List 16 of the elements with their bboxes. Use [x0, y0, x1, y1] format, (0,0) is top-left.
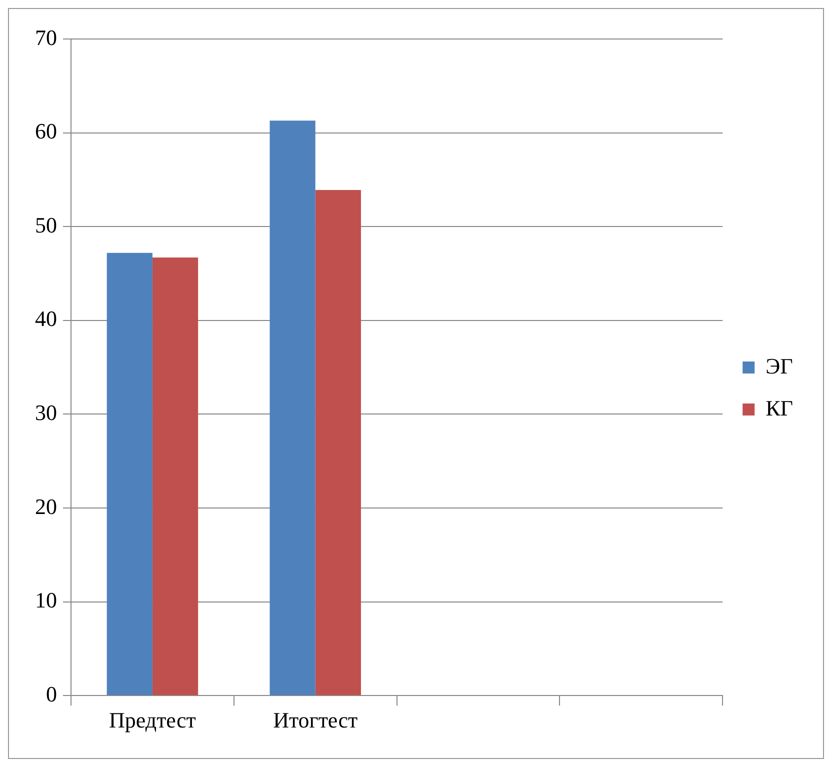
y-tick-label: 20 [35, 494, 57, 519]
y-tick-label: 70 [35, 24, 57, 50]
y-tick-label: 10 [35, 588, 57, 613]
legend-label: ЭГ [766, 353, 794, 378]
y-tick-label: 50 [35, 212, 57, 238]
bar [270, 120, 316, 696]
bar [152, 258, 198, 696]
legend-label: КГ [766, 395, 794, 420]
y-tick-label: 60 [35, 118, 57, 144]
y-tick-label: 40 [35, 306, 57, 332]
x-tick-label: Итогтест [273, 708, 358, 733]
y-tick-label: 30 [35, 400, 57, 425]
bar [315, 190, 361, 696]
x-tick-label: Предтест [109, 708, 196, 733]
y-tick-label: 0 [46, 681, 57, 706]
bar [106, 252, 152, 696]
